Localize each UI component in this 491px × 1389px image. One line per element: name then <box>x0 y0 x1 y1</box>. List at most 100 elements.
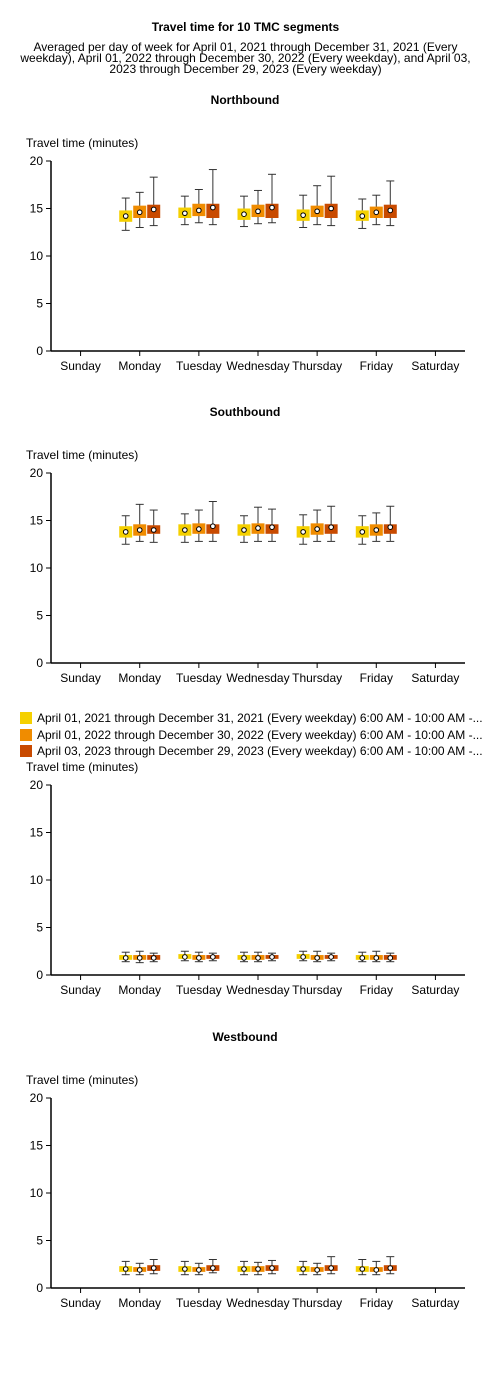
x-tick-label: Monday <box>118 359 161 373</box>
x-tick-label: Wednesday <box>226 359 289 373</box>
panel-title: Northbound <box>211 93 280 107</box>
y-axis-label: Travel time (minutes) <box>26 1073 138 1087</box>
box-friday-series-2 <box>369 194 383 226</box>
box-median-marker <box>328 954 334 960</box>
box-median-marker <box>387 207 394 214</box>
y-tick-label: 20 <box>30 778 44 792</box>
box-median-marker <box>150 1265 157 1271</box>
legend-swatch-2023 <box>20 745 32 757</box>
box-median-marker <box>387 524 394 530</box>
y-axis-label: Travel time (minutes) <box>26 448 138 462</box>
box-tuesday-series-1 <box>178 513 192 543</box>
box-thursday-series-3 <box>324 175 338 227</box>
y-tick-label: 0 <box>36 344 43 358</box>
box-monday-series-2 <box>133 950 147 964</box>
chart-main-title: Travel time for 10 TMC segments <box>151 20 340 34</box>
box-thursday-series-1 <box>296 514 310 545</box>
box-monday-series-1 <box>119 951 133 963</box>
x-tick-label: Saturday <box>411 1296 459 1310</box>
box-friday-series-2 <box>369 512 383 542</box>
y-tick-label: 10 <box>30 561 44 575</box>
y-tick-label: 5 <box>36 1234 43 1248</box>
box-median-marker <box>150 527 157 533</box>
box-median-marker <box>387 1265 394 1271</box>
box-tuesday-series-3 <box>206 501 220 542</box>
box-median-marker <box>150 955 157 961</box>
x-tick-label: Sunday <box>60 1296 101 1310</box>
box-median-marker <box>136 1267 143 1273</box>
box-median-marker <box>241 527 247 533</box>
y-tick-label: 15 <box>30 514 44 528</box>
box-median-marker <box>328 205 334 212</box>
box-iqr <box>206 203 220 218</box>
box-median-marker <box>300 529 306 535</box>
box-median-marker <box>182 210 188 217</box>
legend-label-2021: April 01, 2021 through December 31, 2021… <box>37 711 483 725</box>
box-median-marker <box>122 955 129 961</box>
box-median-marker <box>255 525 261 531</box>
x-tick-label: Thursday <box>292 359 342 373</box>
x-tick-label: Thursday <box>292 1296 342 1310</box>
legend-item-2021[interactable]: April 01, 2021 through December 31, 2021… <box>20 710 491 727</box>
x-tick-label: Wednesday <box>226 1296 289 1310</box>
box-thursday-series-2 <box>310 185 324 226</box>
x-tick-label: Tuesday <box>176 359 222 373</box>
box-wednesday-series-1 <box>237 195 251 228</box>
box-median-marker <box>373 1267 380 1273</box>
box-thursday-series-3 <box>324 1256 338 1275</box>
box-median-marker <box>122 1266 129 1272</box>
box-median-marker <box>196 526 202 532</box>
box-monday-series-1 <box>119 1260 133 1276</box>
legend-item-2023[interactable]: April 03, 2023 through December 29, 2023… <box>20 743 491 760</box>
box-monday-series-2 <box>133 1262 147 1276</box>
x-tick-label: Monday <box>118 983 161 997</box>
x-tick-label: Monday <box>118 671 161 685</box>
box-wednesday-series-2 <box>251 506 265 542</box>
box-median-marker <box>182 1266 188 1272</box>
box-median-marker <box>150 206 157 213</box>
legend-swatch-2022 <box>20 728 32 741</box>
box-median-marker <box>314 1267 320 1273</box>
legend-label-2023: April 03, 2023 through December 29, 2023… <box>37 744 483 758</box>
box-median-marker <box>255 1266 261 1272</box>
x-tick-label: Tuesday <box>176 983 222 997</box>
box-median-marker <box>269 204 275 211</box>
box-median-marker <box>196 207 202 214</box>
x-tick-label: Monday <box>118 1296 161 1310</box>
chart-legend: April 01, 2021 through December 31, 2021… <box>20 710 491 760</box>
y-tick-label: 20 <box>30 154 44 168</box>
legend-item-2022[interactable]: April 01, 2022 through December 30, 2022… <box>20 727 491 744</box>
y-tick-label: 0 <box>36 968 43 982</box>
box-median-marker <box>300 1266 306 1272</box>
box-median-marker <box>359 529 366 535</box>
box-wednesday-series-1 <box>237 951 251 963</box>
legend-swatch-2021 <box>20 712 32 724</box>
box-thursday-series-2 <box>310 509 324 542</box>
x-tick-label: Sunday <box>60 983 101 997</box>
x-tick-label: Thursday <box>292 983 342 997</box>
box-friday-series-3 <box>383 180 397 227</box>
box-median-marker <box>210 1265 216 1271</box>
box-tuesday-series-1 <box>178 950 192 962</box>
box-thursday-series-3 <box>324 952 338 962</box>
y-tick-label: 10 <box>30 1186 44 1200</box>
y-tick-label: 5 <box>36 921 43 935</box>
box-median-marker <box>196 1267 202 1273</box>
box-wednesday-series-1 <box>237 1260 251 1276</box>
box-median-marker <box>328 524 334 530</box>
x-tick-label: Sunday <box>60 671 101 685</box>
y-tick-label: 20 <box>30 466 44 480</box>
box-median-marker <box>387 955 394 961</box>
box-median-marker <box>269 954 275 960</box>
box-median-marker <box>373 527 380 533</box>
x-tick-label: Tuesday <box>176 671 222 685</box>
box-friday-series-2 <box>369 950 383 963</box>
y-tick-label: 10 <box>30 249 44 263</box>
x-tick-label: Friday <box>360 359 393 373</box>
y-tick-label: 15 <box>30 826 44 840</box>
box-median-marker <box>182 527 188 533</box>
box-median-marker <box>122 213 129 219</box>
box-tuesday-series-2 <box>192 951 206 963</box>
box-median-marker <box>359 213 366 219</box>
eastbound-chart: Travel time (minutes) 0 5 10 15 20 Sunday Monda… <box>26 760 465 997</box>
